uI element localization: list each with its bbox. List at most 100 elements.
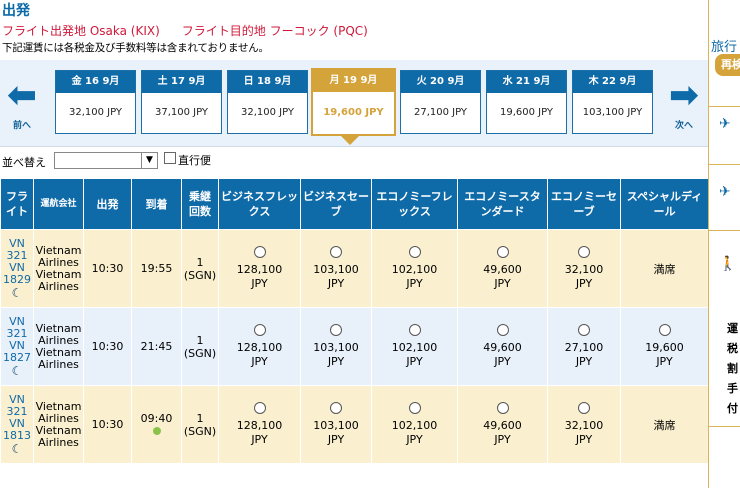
flight-number[interactable]: VN 1827	[3, 338, 31, 364]
fare-radio[interactable]	[253, 324, 266, 336]
date-card[interactable]: 金 16 9月 32,100 JPY	[55, 70, 136, 134]
col-flight: フライト	[0, 178, 34, 230]
next-day-dot-icon	[152, 426, 161, 435]
date-card[interactable]: 土 17 9月 37,100 JPY	[141, 70, 222, 134]
date-card-label: 金 16 9月	[56, 71, 135, 93]
fare-radio[interactable]	[330, 246, 342, 258]
fare-radio[interactable]	[578, 246, 590, 258]
fare-radio[interactable]	[578, 402, 590, 414]
stops-count: 1	[196, 411, 204, 425]
fare-cell[interactable]: 128,100 JPY	[218, 229, 301, 308]
fare-currency: JPY	[575, 355, 593, 368]
col-business-save[interactable]: ビジネスセーブ	[300, 178, 372, 230]
arrive-time: 19:55	[131, 229, 182, 308]
flight-number-cell[interactable]: VN 321 VN 1829 ☾	[0, 229, 34, 308]
arrow-right-icon: ➡	[668, 75, 700, 116]
fare-cell[interactable]: 128,100 JPY	[218, 307, 301, 386]
date-card[interactable]: 火 20 9月 27,100 JPY	[400, 70, 481, 134]
sort-select[interactable]: ▼	[54, 152, 158, 169]
fare-cell[interactable]: 102,100 JPY	[371, 307, 458, 386]
via-airport: (SGN)	[183, 346, 217, 360]
stops-cell: 1 (SGN)	[181, 307, 219, 386]
fare-cell[interactable]: 102,100 JPY	[371, 385, 458, 464]
date-card-price: 32,100 JPY	[240, 107, 295, 118]
chevron-down-icon: ▼	[141, 153, 157, 168]
fare-cell[interactable]: 103,100 JPY	[300, 307, 372, 386]
fare-radio[interactable]	[253, 246, 266, 258]
flight-number[interactable]: VN 321	[6, 236, 28, 262]
table-row: VN 321 VN 1829 ☾ Vietnam Airlines Vietna…	[0, 229, 709, 308]
fare-cell[interactable]: 49,600 JPY	[457, 229, 548, 308]
fare-currency: JPY	[327, 277, 345, 290]
fare-cell[interactable]: 32,100 JPY	[547, 385, 621, 464]
table-row: VN 321 VN 1813 ☾ Vietnam Airlines Vietna…	[0, 385, 709, 464]
fare-radio[interactable]	[658, 324, 671, 336]
date-card-selected[interactable]: 月 19 9月 19,600 JPY	[311, 68, 396, 136]
col-economy-save[interactable]: エコノミーセーブ	[547, 178, 621, 230]
col-economy-standard[interactable]: エコノミースタンダード	[457, 178, 548, 230]
via-airport: (SGN)	[183, 268, 217, 282]
next-week-button[interactable]: ➡ 次へ	[664, 75, 704, 132]
date-card-price: 19,600 JPY	[323, 107, 384, 118]
flight-number-cell[interactable]: VN 321 VN 1827 ☾	[0, 307, 34, 386]
date-card[interactable]: 木 22 9月 103,100 JPY	[572, 70, 653, 134]
fare-cell[interactable]: 128,100 JPY	[218, 385, 301, 464]
date-card[interactable]: 日 18 9月 32,100 JPY	[227, 70, 308, 134]
fare-radio[interactable]	[330, 402, 342, 414]
direct-flight-label: 直行便	[178, 154, 211, 167]
depart-time: 10:30	[83, 307, 132, 386]
divider	[709, 426, 740, 427]
fare-cell[interactable]: 49,600 JPY	[457, 385, 548, 464]
prev-week-button[interactable]: ⬅ 前へ	[2, 76, 42, 132]
fare-cell[interactable]: 19,600 JPY	[620, 307, 709, 386]
col-business-flex[interactable]: ビジネスフレックス	[218, 178, 301, 230]
airline-cell: Vietnam Airlines Vietnam Airlines	[33, 385, 84, 464]
fare-amount: 32,100	[564, 419, 604, 432]
fare-cell[interactable]: 32,100 JPY	[547, 229, 621, 308]
fare-radio[interactable]	[496, 246, 509, 258]
fare-cell[interactable]: 103,100 JPY	[300, 229, 372, 308]
fare-amount: 49,600	[483, 419, 522, 432]
fare-amount: 19,600	[645, 341, 684, 354]
flight-number-cell[interactable]: VN 321 VN 1813 ☾	[0, 385, 34, 464]
flight-number[interactable]: VN 321	[6, 314, 28, 340]
fare-currency: JPY	[575, 433, 593, 446]
fare-amount: 102,100	[391, 341, 438, 354]
fare-radio[interactable]	[408, 246, 421, 258]
table-header-row: フライト 運航会社 出発 到着 乗継回数 ビジネスフレックス ビジネスセーブ エ…	[0, 178, 709, 230]
research-button[interactable]: 再検	[715, 54, 740, 76]
fare-radio[interactable]	[408, 402, 421, 414]
arrive-time: 21:45	[131, 307, 182, 386]
date-card[interactable]: 水 21 9月 19,600 JPY	[486, 70, 567, 134]
summary-text: 手	[727, 382, 738, 395]
fare-cell[interactable]: 103,100 JPY	[300, 385, 372, 464]
fare-radio[interactable]	[330, 324, 342, 336]
airline-cell: Vietnam Airlines Vietnam Airlines	[33, 307, 84, 386]
fare-currency: JPY	[494, 277, 511, 290]
flight-number[interactable]: VN 321	[6, 392, 28, 418]
fare-cell[interactable]: 102,100 JPY	[371, 229, 458, 308]
fare-cell[interactable]: 49,600 JPY	[457, 307, 548, 386]
fare-radio[interactable]	[408, 324, 421, 336]
special-deal-soldout: 満席	[620, 385, 709, 464]
fare-radio[interactable]	[496, 324, 509, 336]
direct-flight-checkbox[interactable]	[164, 152, 176, 164]
date-card-label: 火 20 9月	[401, 71, 480, 93]
fare-currency: JPY	[406, 355, 423, 368]
flight-number[interactable]: VN 1813	[3, 416, 31, 442]
fare-radio[interactable]	[578, 324, 590, 336]
fare-currency: JPY	[251, 277, 268, 290]
fare-cell[interactable]: 27,100 JPY	[547, 307, 621, 386]
summary-text: 税	[727, 342, 738, 355]
summary-text: 付	[727, 402, 738, 415]
summary-text: 運	[727, 322, 738, 335]
fare-radio[interactable]	[253, 402, 266, 414]
stops-count: 1	[196, 333, 204, 347]
flight-number[interactable]: VN 1829	[3, 260, 31, 286]
col-economy-flex[interactable]: エコノミーフレックス	[371, 178, 458, 230]
arrive-time: 09:40	[140, 411, 173, 425]
fare-amount: 128,100	[236, 263, 283, 276]
fare-radio[interactable]	[496, 402, 509, 414]
col-special-deal[interactable]: スペシャルディール	[620, 178, 709, 230]
col-stops: 乗継回数	[181, 178, 219, 230]
